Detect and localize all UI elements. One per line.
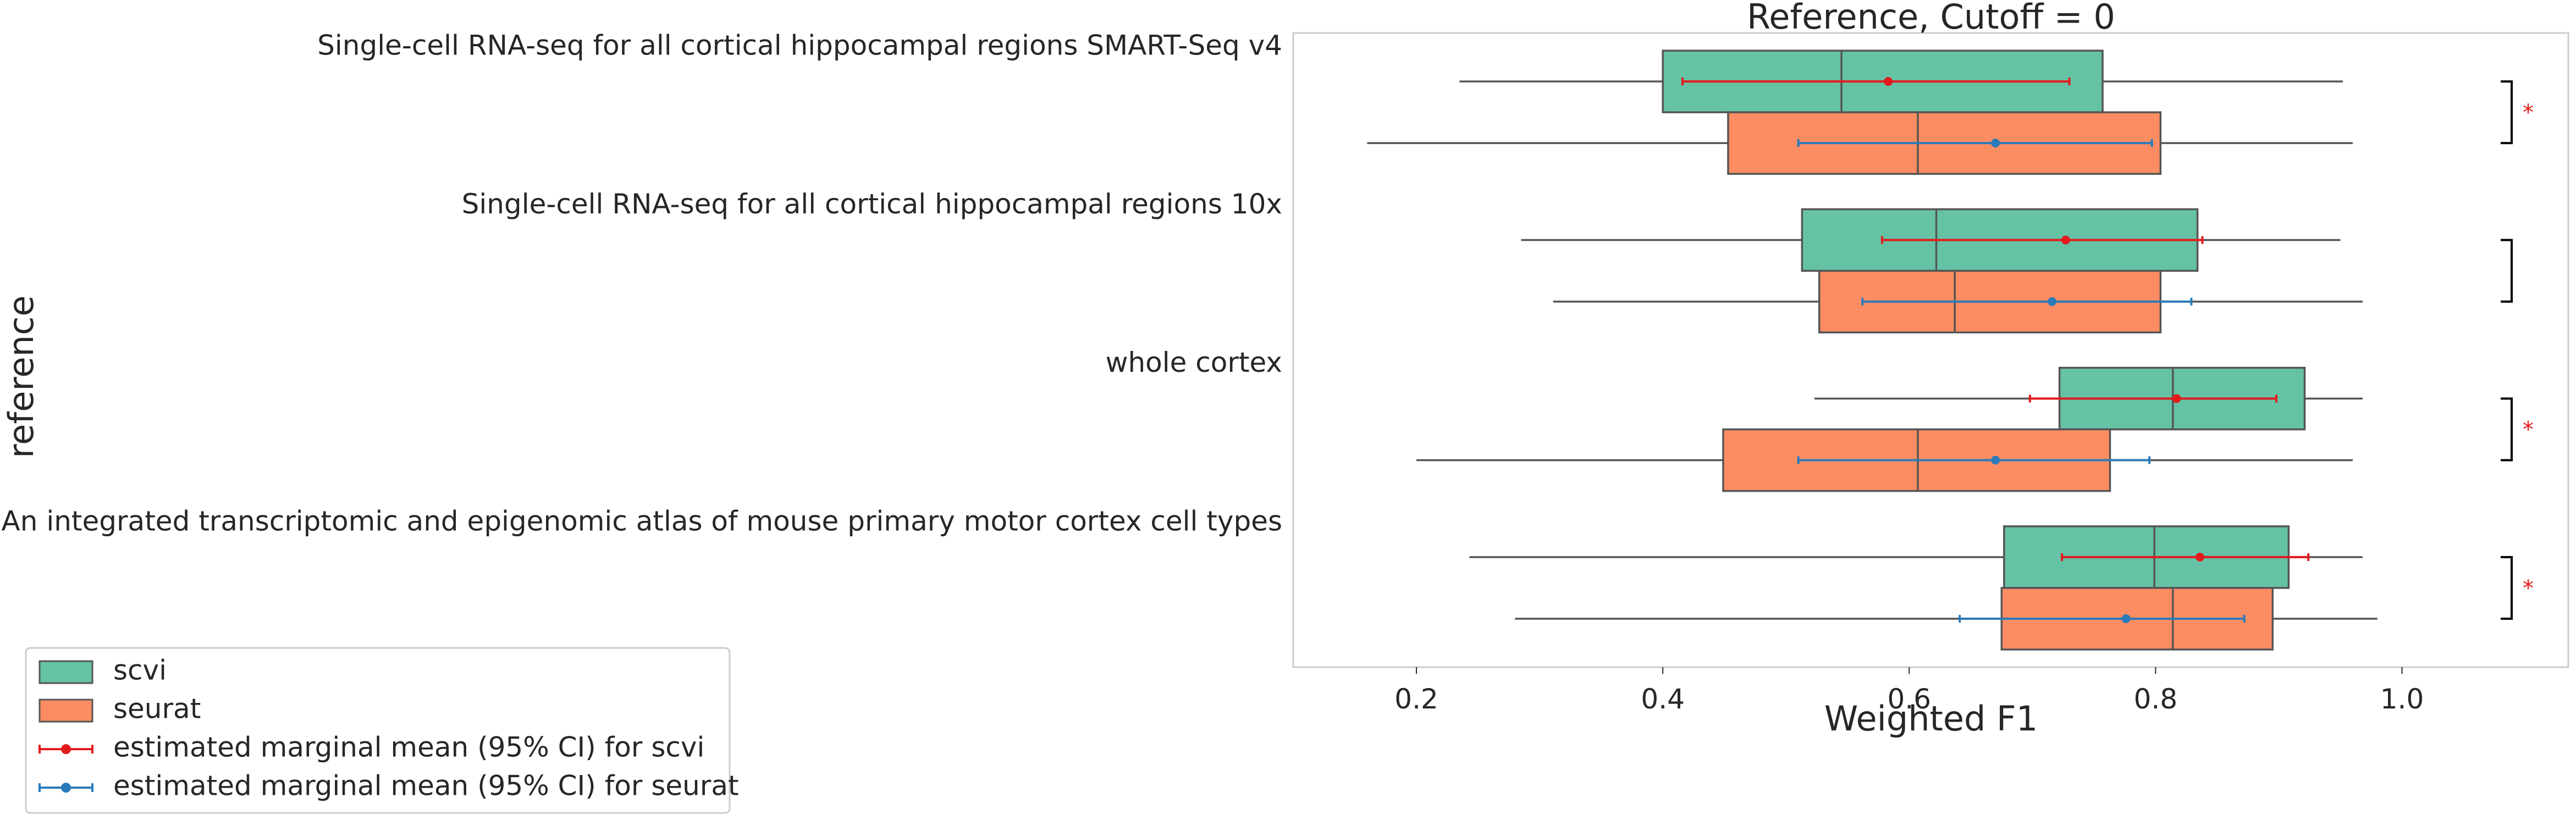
- legend: scvi seurat estimated marginal mean (95% C…: [25, 647, 739, 814]
- significance-star: *: [2523, 100, 2534, 125]
- legend-frame: [25, 647, 731, 814]
- marginal-mean-scvi: [2028, 394, 2277, 403]
- marginal-mean-scvi: [1681, 77, 2071, 86]
- legend-mean-point: [61, 783, 71, 793]
- bracket-line: [2501, 556, 2513, 620]
- x-tick-label: 1.0: [2380, 683, 2424, 715]
- mean-point: [2172, 394, 2181, 403]
- significance-bracket: [2501, 239, 2513, 303]
- bracket-line: [2501, 80, 2513, 145]
- legend-swatch: [38, 699, 93, 723]
- significance-bracket: *: [2501, 397, 2534, 461]
- significance-brackets: * * *: [2501, 80, 2534, 620]
- marginal-mean-scvi: [2061, 552, 2310, 562]
- x-tick-label: 0.4: [1641, 683, 1685, 715]
- marginal-means: [1681, 77, 2310, 623]
- y-axis-title: reference: [1, 295, 41, 458]
- x-tick-label: 0.8: [2134, 683, 2178, 715]
- marginal-mean-seurat: [1797, 455, 2151, 465]
- mean-point: [1884, 77, 1893, 86]
- x-tick-label: 0.2: [1394, 683, 1438, 715]
- mean-point: [1991, 455, 2000, 465]
- significance-star: *: [2523, 417, 2534, 443]
- legend-label: seurat: [113, 693, 201, 725]
- x-axis-title: Weighted F1: [1824, 699, 2038, 739]
- plot-frame: [1292, 32, 2569, 668]
- category-label: Single-cell RNA-seq for all cortical hip…: [317, 30, 1282, 62]
- bracket-line: [2501, 239, 2513, 303]
- mean-point: [2121, 614, 2131, 623]
- legend-label: estimated marginal mean (95% CI) for seu…: [113, 770, 739, 802]
- category-label: Single-cell RNA-seq for all cortical hip…: [462, 188, 1282, 220]
- significance-star: *: [2523, 576, 2534, 601]
- mean-point: [2048, 297, 2057, 306]
- significance-bracket: *: [2501, 556, 2534, 620]
- mean-point: [1991, 139, 2000, 148]
- marginal-mean-seurat: [1959, 614, 2246, 623]
- bracket-line: [2501, 397, 2513, 461]
- significance-bracket: *: [2501, 80, 2534, 145]
- marginal-mean-seurat: [1861, 297, 2193, 306]
- category-label: An integrated transcriptomic and epigeno…: [2, 505, 1282, 537]
- mean-point: [2061, 235, 2070, 245]
- legend-swatch: [38, 660, 93, 684]
- category-label: whole cortex: [1106, 347, 1282, 378]
- legend-mean-point: [61, 744, 71, 754]
- marginal-mean-seurat: [1797, 139, 2153, 148]
- legend-label: estimated marginal mean (95% CI) for scv…: [113, 732, 704, 763]
- legend-label: scvi: [113, 655, 167, 686]
- chart-title: Reference, Cutoff = 0: [1747, 0, 2115, 37]
- x-axis-ticks: 0.2 0.4 0.6 0.8 1.0: [1394, 667, 2424, 715]
- x-tick-label: 0.6: [1888, 683, 1932, 715]
- category-labels: Single-cell RNA-seq for all cortical hip…: [2, 30, 1282, 537]
- mean-point: [2196, 552, 2205, 562]
- marginal-mean-scvi: [1880, 235, 2204, 245]
